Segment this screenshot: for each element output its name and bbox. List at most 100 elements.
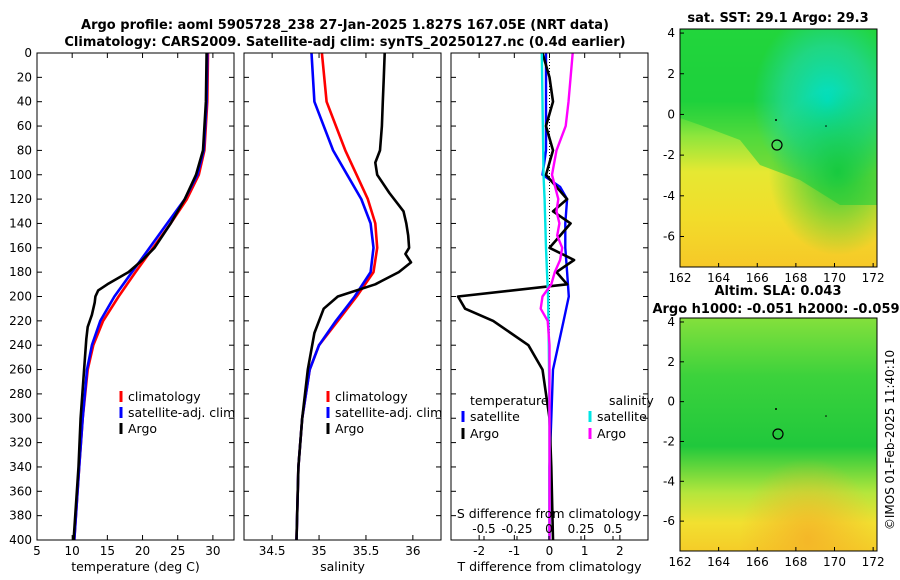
map-y-tick-label: 2 (667, 355, 675, 369)
sst-map-title: sat. SST: 29.1 Argo: 29.3 (687, 11, 868, 26)
map-y-tick-label: 0 (667, 107, 675, 121)
sst-island-dot (825, 125, 827, 127)
y-tick-label: 380 (9, 509, 32, 523)
sla-map-frame (679, 317, 878, 552)
series-line-argo (295, 52, 413, 541)
legend-entry: climatology (128, 389, 201, 404)
map-y-tick-label: -2 (663, 148, 675, 162)
sst-map-frame (679, 28, 878, 268)
legend: temperature salinitysatelliteArgosatellit… (461, 393, 654, 441)
y-tick-label: 120 (9, 192, 32, 206)
y-tick-label: 260 (9, 363, 32, 377)
legend-entry: Argo (335, 421, 364, 436)
top-tick-label: 0 (545, 522, 553, 536)
map-x-tick-label: 164 (707, 555, 730, 569)
top-axis-label: S difference from climatology (457, 506, 642, 521)
sla-map-title: Altim. SLA: 0.043 (715, 284, 842, 299)
map-y-tick-label: -6 (663, 229, 675, 243)
x-axis-label: T difference from climatology (456, 559, 642, 574)
series-line-s-argo (539, 52, 574, 540)
map-y-tick-label: -4 (663, 189, 675, 203)
temperature-panel: 0 20 40 60 80 100 120 140 160 180 200 220 240 260 280 3… (9, 46, 235, 574)
x-tick-label: 35.5 (353, 544, 380, 558)
plot-area (244, 53, 441, 540)
x-axis-label: salinity (320, 559, 365, 574)
map-y-tick-label: 4 (667, 315, 675, 329)
map-x-tick-label: 170 (823, 271, 846, 285)
x-tick-label: 34.5 (259, 544, 286, 558)
legend-entry: Argo (128, 421, 157, 436)
x-tick-label: 0 (546, 544, 554, 558)
x-tick-label: 10 (65, 544, 80, 558)
y-tick-label: 240 (9, 338, 32, 352)
imos-watermark: ©IMOS 01-Feb-2025 11:40:10 (883, 350, 897, 530)
x-tick-label: 25 (170, 544, 185, 558)
y-tick-label: 360 (9, 484, 32, 498)
sla-argo-marker (772, 428, 784, 440)
legend-entry: satellite (597, 409, 647, 424)
series-line-argo (72, 52, 208, 541)
map-x-tick-label: 172 (862, 271, 885, 285)
plot-area (37, 53, 234, 540)
legend-header: salinity (609, 393, 654, 408)
map-y-tick-label: -2 (663, 434, 675, 448)
y-tick-label: 320 (9, 436, 32, 450)
legend-entry: climatology (335, 389, 408, 404)
x-tick-label: -1 (508, 544, 520, 558)
sla-map-subtitle: Argo h1000: -0.051 h2000: -0.059 (652, 302, 899, 317)
x-tick-label: 15 (100, 544, 115, 558)
top-tick-label: 0.25 (568, 522, 595, 536)
legend-entry: Argo (470, 426, 499, 441)
y-tick-label: 60 (17, 119, 32, 133)
map-x-tick-label: 172 (862, 555, 885, 569)
legend-entry: satellite (470, 409, 520, 424)
y-tick-label: 180 (9, 265, 32, 279)
sla-map-panel: Altim. SLA: 0.043 Argo h1000: -0.051 h20… (652, 284, 899, 569)
y-tick-label: 100 (9, 168, 32, 182)
map-x-tick-label: 166 (746, 271, 769, 285)
y-tick-label: 220 (9, 314, 32, 328)
axes-frame (36, 52, 235, 541)
top-tick-label: -0.25 (501, 522, 532, 536)
sla-island-dot (775, 408, 777, 410)
series-line-t-argo (456, 52, 576, 541)
sla-orange-patch (680, 318, 877, 551)
figure-title-line1: Argo profile: aoml 5905728_238 27-Jan-20… (81, 18, 609, 33)
legend-entry: satellite-adj. clim (335, 405, 442, 420)
y-tick-label: 140 (9, 216, 32, 230)
x-tick-label: 20 (135, 544, 150, 558)
y-tick-label: 280 (9, 387, 32, 401)
top-tick-label: 0.5 (603, 522, 622, 536)
y-tick-label: 200 (9, 290, 32, 304)
y-tick-label: 300 (9, 411, 32, 425)
legend-entry: Argo (597, 426, 626, 441)
sst-argo-marker (771, 139, 783, 151)
sst-map-panel: sat. SST: 29.1 Argo: 29.3 162 164 166 168 17… (663, 11, 885, 285)
map-y-tick-label: -6 (663, 514, 675, 528)
map-x-tick-label: 166 (746, 555, 769, 569)
sla-island-dot (825, 415, 827, 417)
map-x-tick-label: 162 (669, 271, 692, 285)
map-y-tick-label: 4 (667, 26, 675, 40)
x-tick-label: 36 (405, 544, 420, 558)
x-tick-label: 5 (33, 544, 41, 558)
map-y-tick-label: 0 (667, 395, 675, 409)
figure-title-line2: Climatology: CARS2009. Satellite-adj cli… (64, 35, 625, 50)
legend-header: temperature (470, 393, 549, 408)
x-tick-label: -2 (473, 544, 485, 558)
map-x-tick-label: 164 (707, 271, 730, 285)
sst-island-dot (775, 119, 777, 121)
legend-entry: satellite-adj. clim (128, 405, 235, 420)
map-y-tick-label: 2 (667, 67, 675, 81)
map-y-tick-label: -4 (663, 474, 675, 488)
y-tick-label: 80 (17, 143, 32, 157)
top-tick-label: -0.5 (472, 522, 495, 536)
x-tick-label: 2 (616, 544, 624, 558)
x-tick-label: 1 (581, 544, 589, 558)
y-tick-label: 340 (9, 460, 32, 474)
y-tick-label: 20 (17, 70, 32, 84)
y-tick-label: 40 (17, 95, 32, 109)
